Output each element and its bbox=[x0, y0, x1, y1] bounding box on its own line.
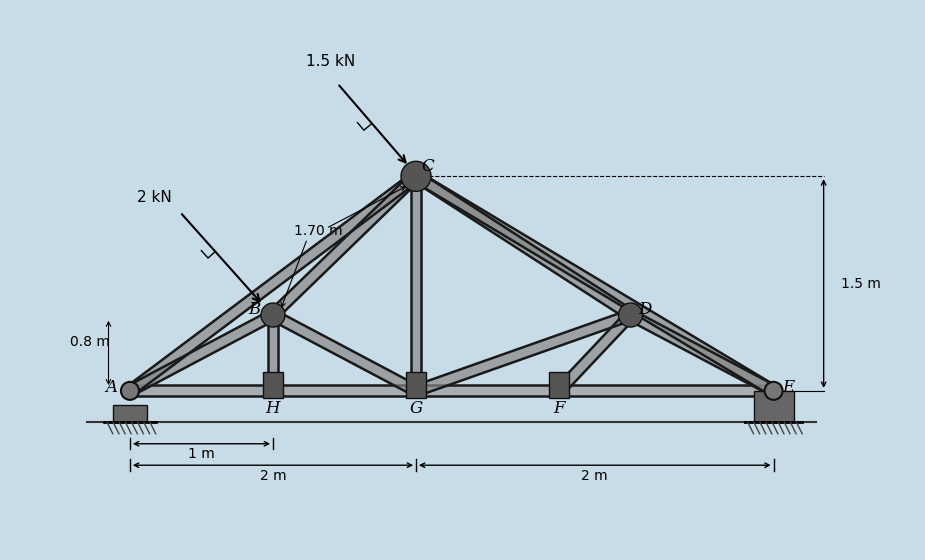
Polygon shape bbox=[628, 310, 776, 396]
Circle shape bbox=[765, 382, 783, 400]
Text: 1 m: 1 m bbox=[188, 447, 215, 461]
Text: H: H bbox=[265, 399, 280, 417]
Bar bbox=[549, 372, 569, 398]
Text: 0.8 m: 0.8 m bbox=[70, 335, 110, 349]
Polygon shape bbox=[559, 385, 773, 396]
Polygon shape bbox=[128, 310, 276, 396]
Text: E: E bbox=[782, 380, 794, 396]
Polygon shape bbox=[413, 172, 776, 395]
Polygon shape bbox=[127, 172, 419, 395]
Polygon shape bbox=[555, 311, 635, 395]
Circle shape bbox=[121, 382, 139, 400]
Text: 1.70 m: 1.70 m bbox=[294, 225, 343, 239]
Text: C: C bbox=[421, 158, 434, 175]
Text: G: G bbox=[410, 399, 423, 417]
Polygon shape bbox=[267, 315, 278, 391]
Text: 1.5 m: 1.5 m bbox=[841, 277, 881, 291]
Polygon shape bbox=[414, 310, 633, 396]
Circle shape bbox=[261, 303, 285, 327]
Bar bbox=[113, 405, 147, 422]
Text: 1.5 kN: 1.5 kN bbox=[305, 54, 355, 69]
Circle shape bbox=[401, 161, 431, 192]
Text: B: B bbox=[248, 301, 261, 318]
Bar bbox=[754, 391, 794, 422]
Text: 2 m: 2 m bbox=[582, 469, 608, 483]
Bar bbox=[263, 372, 283, 398]
Text: F: F bbox=[553, 399, 565, 417]
Polygon shape bbox=[269, 172, 420, 319]
Text: 2 kN: 2 kN bbox=[137, 190, 172, 205]
Polygon shape bbox=[270, 310, 418, 396]
Bar bbox=[406, 372, 426, 398]
Polygon shape bbox=[130, 385, 273, 396]
Polygon shape bbox=[273, 385, 416, 396]
Text: A: A bbox=[105, 380, 117, 396]
Text: 2 m: 2 m bbox=[260, 469, 287, 483]
Polygon shape bbox=[413, 172, 634, 320]
Circle shape bbox=[619, 303, 643, 327]
Polygon shape bbox=[411, 176, 422, 391]
Text: D: D bbox=[638, 301, 651, 318]
Polygon shape bbox=[416, 385, 559, 396]
